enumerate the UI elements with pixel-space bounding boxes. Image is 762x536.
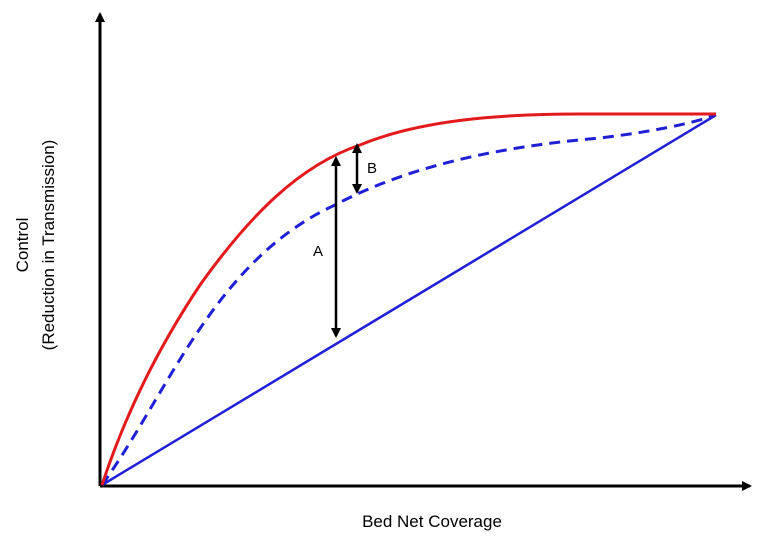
x-axis-title: Bed Net Coverage <box>362 512 502 531</box>
dashed-curve <box>100 113 717 486</box>
y-axis-title-line-2: (Reduction in Transmission) <box>39 140 58 351</box>
y-axis-title: Control (Reduction in Transmission) <box>13 140 58 351</box>
marker-b-label: B <box>367 160 377 177</box>
marker-a-label: A <box>313 243 323 260</box>
y-axis-title-line-1: Control <box>13 218 32 273</box>
linear-baseline-line <box>101 113 717 487</box>
